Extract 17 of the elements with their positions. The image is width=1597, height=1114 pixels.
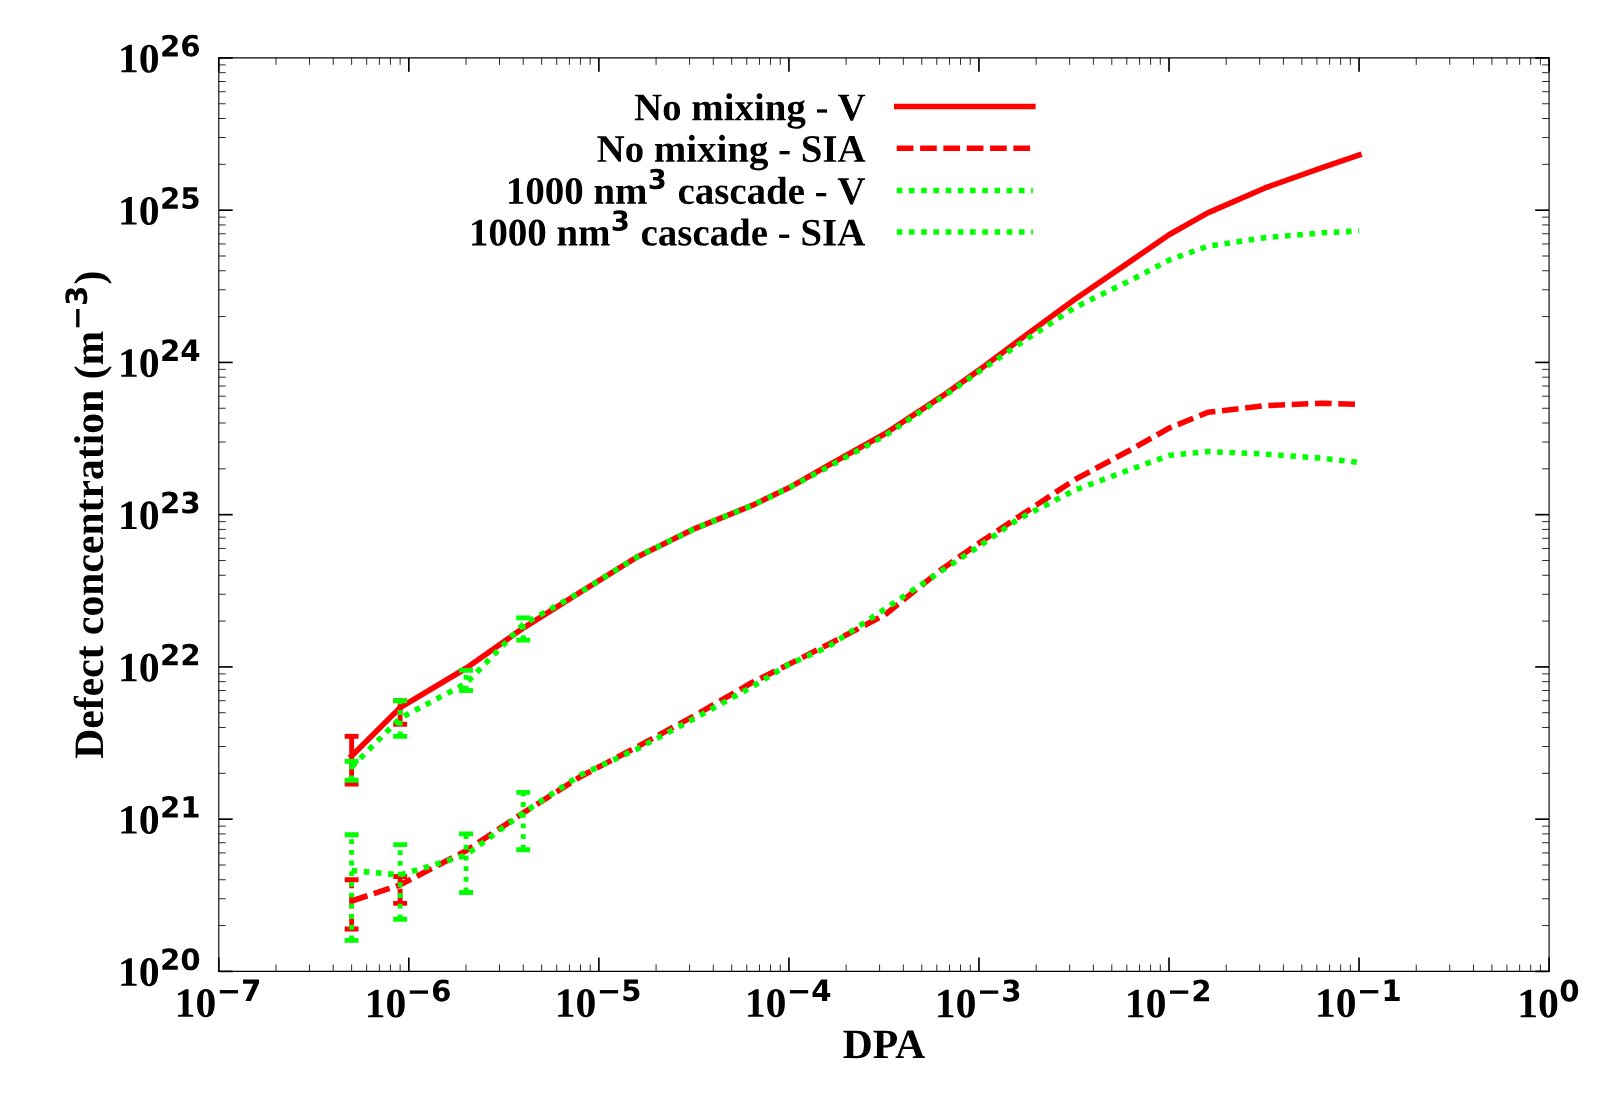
y-tick-label: 10$^{23}$ (121, 491, 199, 530)
x-tick-label: 10$^{−2}$ (1128, 979, 1210, 1018)
x-tick-label: 10$^{−5}$ (558, 979, 640, 1018)
y-tick-label: 10$^{25}$ (121, 186, 199, 225)
y-tick-label: 10$^{26}$ (121, 34, 200, 73)
x-tick-label: 10$^{−1}$ (1318, 979, 1400, 1018)
x-axis-title: DPA (843, 1030, 925, 1059)
x-tick-label: 10$^{−4}$ (748, 979, 831, 1018)
y-axis-title: Defect concentration (m$^{−3}$) (65, 272, 112, 759)
y-tick-label: 10$^{22}$ (121, 643, 199, 682)
x-tick-label: 10$^{0}$ (1520, 979, 1579, 1018)
y-tick-label: 10$^{24}$ (121, 339, 200, 378)
x-tick-label: 10$^{−3}$ (938, 979, 1020, 1018)
legend-label: No mixing - V (634, 93, 866, 129)
legend-label: 1000 nm$^{3}$ cascade - SIA (472, 210, 865, 246)
y-tick-label: 10$^{21}$ (121, 795, 199, 834)
x-tick-label: 10$^{−6}$ (368, 979, 450, 1018)
